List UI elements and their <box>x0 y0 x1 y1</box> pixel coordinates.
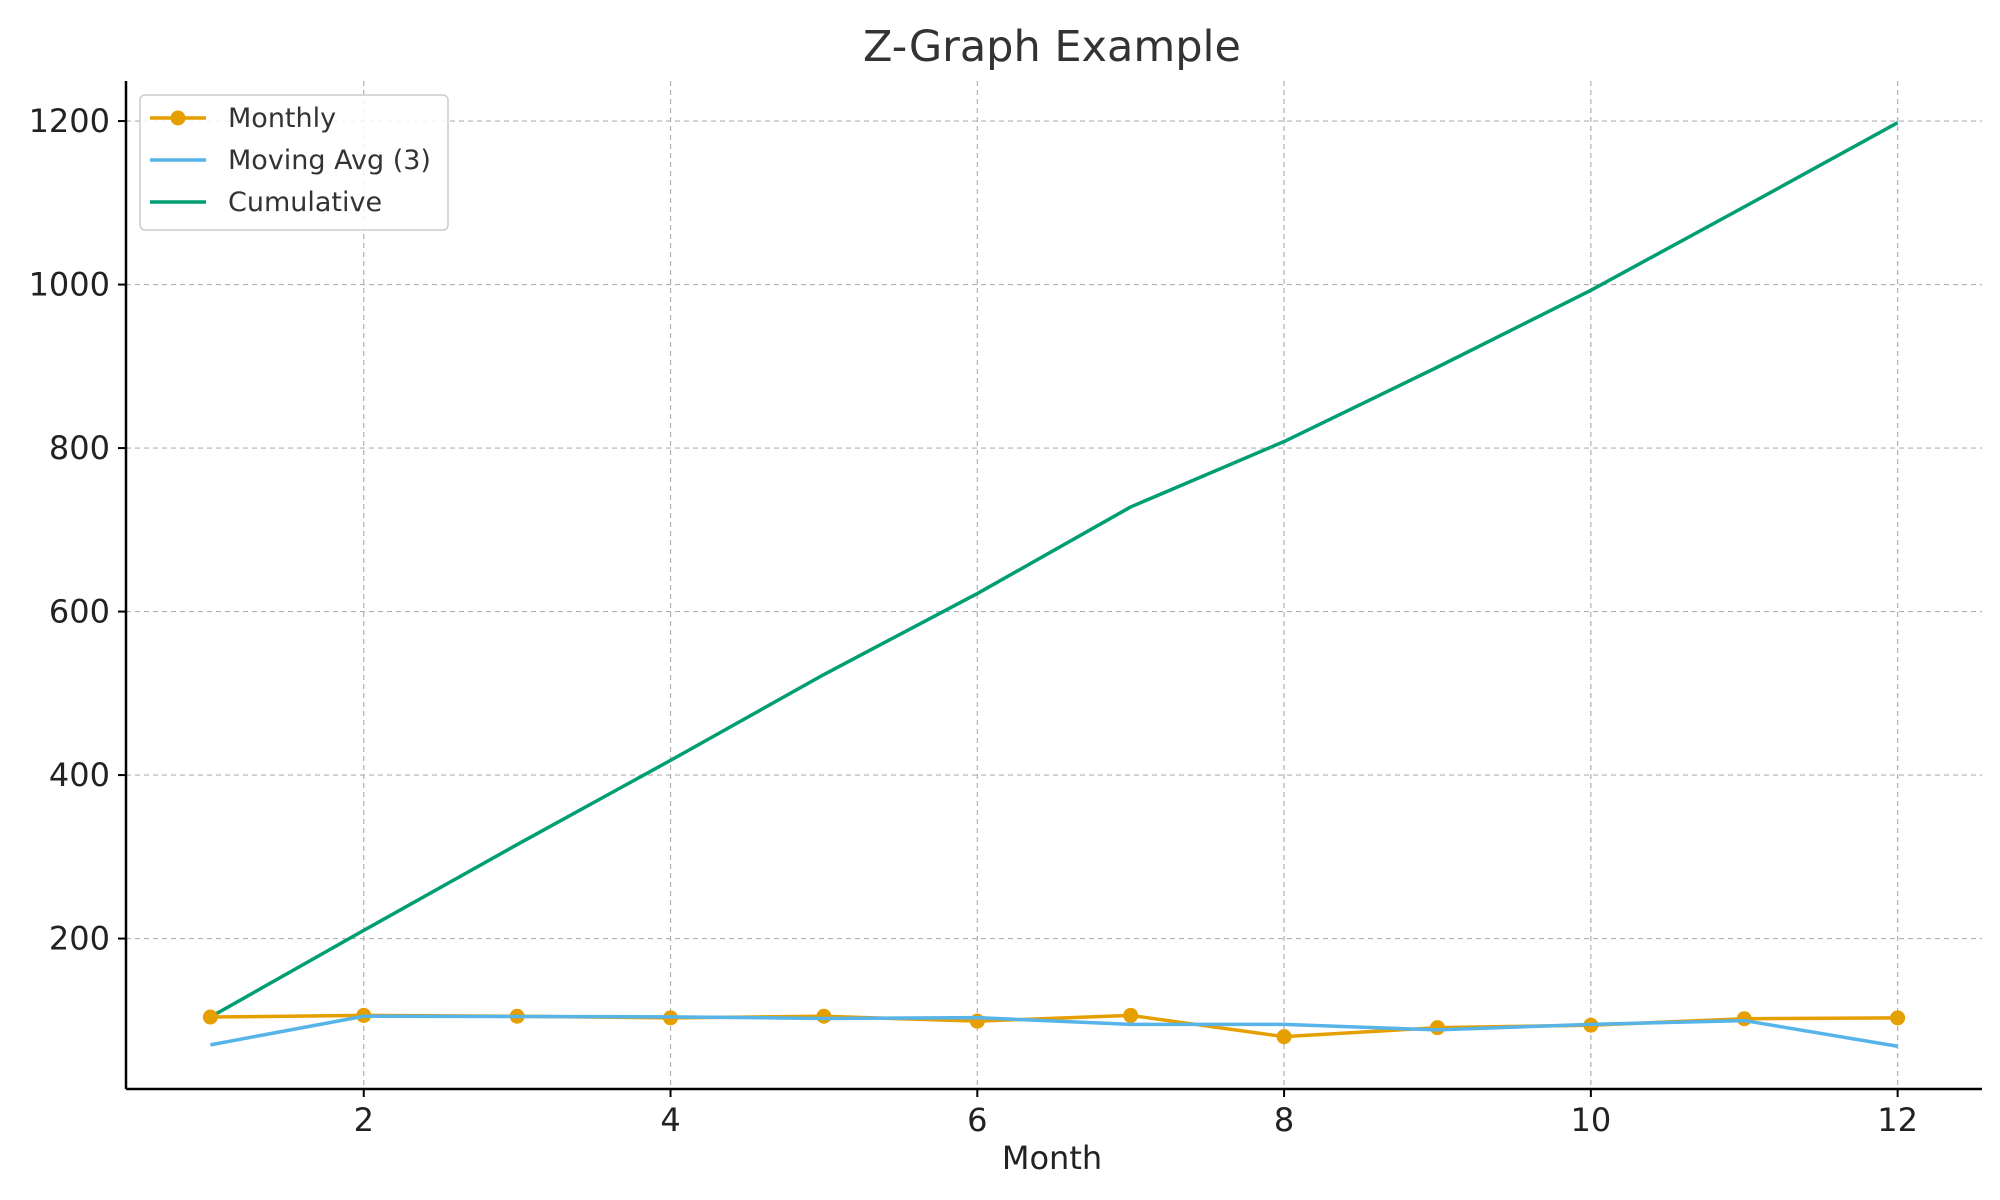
x-tick-label: 4 <box>660 1101 680 1139</box>
monthly-point <box>1123 1007 1139 1023</box>
monthly-line <box>210 1013 1898 1039</box>
series-lines <box>202 121 1906 1048</box>
axes <box>124 81 1982 1091</box>
monthly-point <box>1429 1020 1445 1036</box>
legend-label: Monthly <box>228 103 336 134</box>
legend-label: Moving Avg (3) <box>228 145 431 176</box>
series-monthly <box>202 1007 1906 1045</box>
legend-item-monthly: Monthly <box>150 103 336 134</box>
monthly-point <box>1890 1010 1906 1026</box>
legend-label: Cumulative <box>228 187 382 218</box>
series-cumulative <box>209 121 1899 1019</box>
monthly-point <box>1736 1011 1752 1027</box>
monthly-point <box>202 1009 218 1025</box>
legend-box <box>139 94 449 231</box>
grid-lines <box>126 81 1982 1089</box>
x-tick-label: 12 <box>1877 1101 1918 1139</box>
y-tick-label: 1000 <box>29 266 110 304</box>
y-tick-label: 600 <box>49 593 110 631</box>
cumulative-line <box>209 121 1899 1019</box>
y-tick-label: 800 <box>49 429 110 467</box>
x-tick-label: 2 <box>354 1101 374 1139</box>
x-axis-label: Month <box>1002 1139 1102 1177</box>
y-tick-label: 200 <box>49 920 110 958</box>
legend-item-cumulative: Cumulative <box>150 187 382 218</box>
monthly-point <box>816 1008 832 1024</box>
x-tick-label: 10 <box>1571 1101 1612 1139</box>
chart-title: Z-Graph Example <box>863 22 1241 72</box>
x-tick-label: 6 <box>967 1101 987 1139</box>
monthly-point <box>1276 1029 1292 1045</box>
y-tick-label: 1200 <box>29 102 110 140</box>
x-tick-label: 8 <box>1274 1101 1294 1139</box>
y-tick-label: 400 <box>49 756 110 794</box>
moving-avg-3-line <box>210 1014 1898 1048</box>
legend-item-moving-avg-3: Moving Avg (3) <box>150 145 431 176</box>
legend-marker <box>170 110 186 126</box>
series-moving-avg-3 <box>210 1014 1898 1048</box>
legend: Monthly Moving Avg (3) Cumulative <box>139 94 449 231</box>
tick-labels: 2 4 6 8 10 12 200 400 600 800 1000 1200 <box>29 102 1918 1139</box>
